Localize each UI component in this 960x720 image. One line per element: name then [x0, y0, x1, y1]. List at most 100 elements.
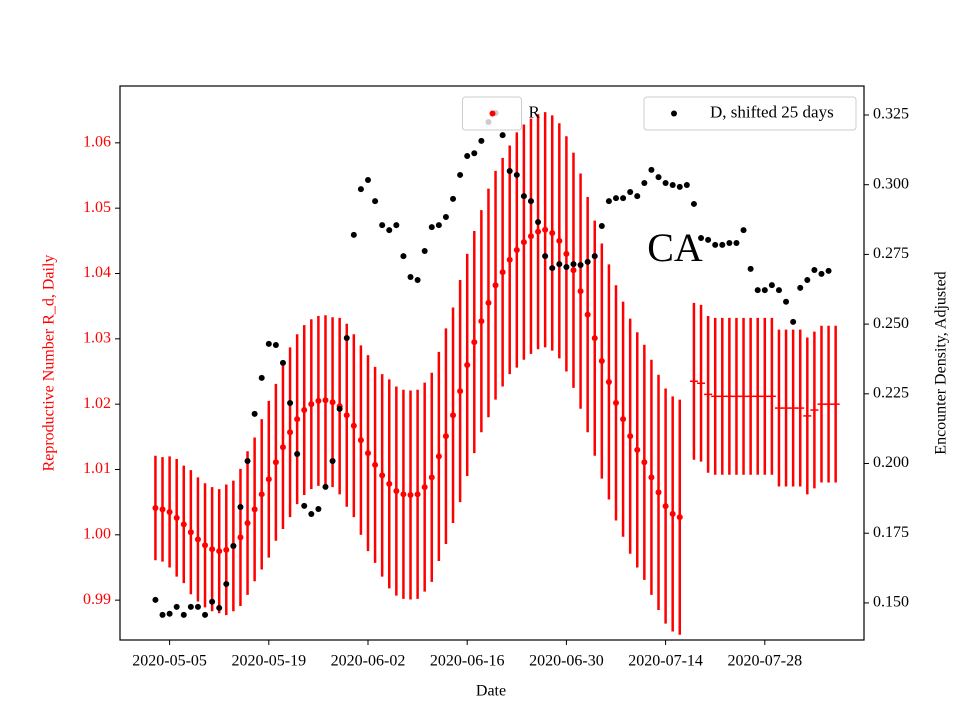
point — [754, 287, 761, 294]
point — [166, 508, 173, 515]
point — [641, 180, 648, 187]
point — [315, 505, 322, 512]
y2-tick-label: 0.300 — [873, 175, 909, 192]
point — [365, 450, 371, 457]
point — [442, 433, 449, 440]
y-tick-label: 1.02 — [83, 395, 111, 412]
point — [279, 444, 286, 451]
point — [202, 611, 209, 618]
annotation: CA — [647, 225, 703, 270]
point — [442, 214, 449, 221]
point — [598, 222, 605, 229]
point — [450, 195, 457, 202]
point — [173, 603, 180, 610]
point — [294, 416, 301, 423]
point — [577, 288, 584, 295]
y2-tick-label: 0.225 — [873, 384, 909, 401]
point — [372, 198, 379, 205]
point — [655, 174, 662, 181]
point — [457, 171, 464, 178]
point — [478, 137, 485, 144]
x-axis-label: Date — [476, 683, 506, 700]
point — [350, 422, 357, 429]
point — [690, 200, 697, 207]
point — [492, 282, 499, 289]
point — [549, 229, 556, 236]
y2-tick-label: 0.175 — [873, 524, 909, 541]
point — [152, 596, 159, 603]
point — [733, 239, 740, 246]
legend-label: R — [529, 102, 541, 121]
point — [457, 388, 464, 395]
point — [563, 263, 570, 270]
point — [386, 480, 393, 487]
point — [301, 407, 308, 414]
point — [662, 503, 669, 510]
point — [471, 150, 478, 157]
x-tick-label: 2020-06-16 — [430, 653, 505, 670]
y-tick-label: 1.01 — [83, 460, 111, 477]
y-tick-label: 1.03 — [83, 329, 111, 346]
legend-box — [643, 96, 857, 131]
point — [627, 433, 634, 440]
point — [570, 267, 577, 274]
point — [499, 269, 506, 276]
point — [223, 580, 230, 587]
point — [386, 227, 393, 234]
point — [506, 256, 513, 263]
point — [520, 239, 527, 246]
legend-marker — [671, 110, 677, 117]
point — [159, 506, 166, 513]
point — [343, 412, 350, 419]
point — [648, 474, 655, 481]
point — [435, 222, 442, 229]
point — [662, 180, 669, 187]
point — [712, 241, 719, 248]
point — [605, 378, 612, 385]
point — [648, 166, 655, 173]
point — [804, 277, 811, 284]
point — [513, 171, 520, 178]
point — [768, 282, 775, 289]
point — [407, 491, 414, 498]
point — [350, 231, 357, 238]
point — [577, 261, 584, 268]
point — [719, 241, 726, 248]
point — [591, 335, 598, 342]
point — [761, 287, 768, 294]
point — [329, 399, 336, 406]
point — [676, 514, 683, 521]
point — [357, 186, 364, 193]
point — [542, 226, 549, 233]
point — [471, 339, 478, 346]
point — [357, 437, 364, 444]
point — [783, 298, 790, 305]
x-tick-label: 2020-07-28 — [727, 653, 802, 670]
point — [797, 284, 804, 291]
point — [180, 521, 187, 528]
point — [669, 510, 676, 517]
point — [740, 227, 747, 234]
point — [428, 224, 435, 231]
point — [194, 603, 201, 610]
plot-frame — [119, 85, 865, 641]
point — [301, 502, 308, 509]
point — [641, 459, 648, 466]
point — [322, 397, 329, 404]
y2-tick-label: 0.275 — [873, 245, 909, 262]
point — [655, 489, 662, 496]
point — [237, 504, 244, 511]
point — [187, 529, 194, 536]
point — [336, 405, 343, 412]
point — [287, 429, 294, 436]
y2-tick-label: 0.200 — [873, 454, 909, 471]
point — [379, 472, 386, 479]
point — [464, 361, 471, 368]
point — [166, 610, 173, 617]
y-tick-label: 1.06 — [83, 134, 111, 151]
point — [251, 506, 258, 513]
point — [811, 267, 818, 274]
point — [322, 483, 329, 490]
point — [393, 222, 400, 229]
